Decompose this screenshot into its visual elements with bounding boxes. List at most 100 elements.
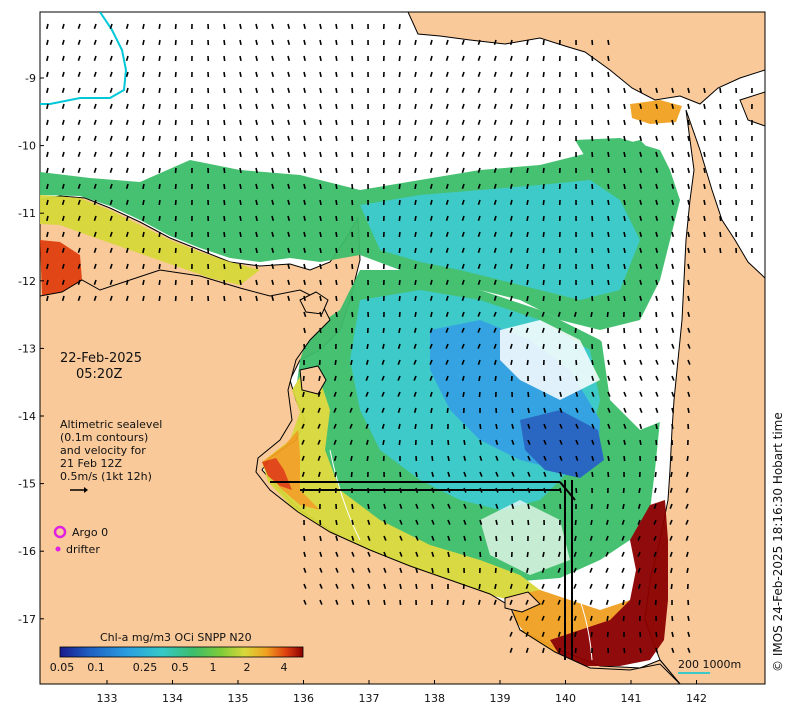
velocity-arrow <box>509 167 513 174</box>
velocity-arrow <box>93 55 97 61</box>
x-tick-label: 140 <box>555 692 576 705</box>
velocity-arrow <box>142 119 145 126</box>
chl-ne-patch-green <box>575 138 670 176</box>
velocity-arrow <box>526 87 529 94</box>
velocity-arrow <box>318 375 321 382</box>
velocity-arrow <box>142 151 145 158</box>
velocity-arrow <box>542 119 545 126</box>
velocity-arrow <box>429 39 433 46</box>
velocity-arrow <box>125 295 129 302</box>
velocity-arrow <box>397 343 401 350</box>
velocity-arrow <box>109 103 113 110</box>
velocity-arrow <box>77 199 81 205</box>
velocity-arrow <box>623 103 626 110</box>
velocity-arrow <box>414 279 417 286</box>
velocity-arrow <box>109 295 113 302</box>
velocity-arrow <box>319 231 322 238</box>
velocity-arrow <box>429 295 433 302</box>
velocity-arrow <box>414 263 417 270</box>
velocity-arrow <box>366 343 369 350</box>
x-tick-label: 133 <box>97 692 118 705</box>
velocity-arrow <box>461 343 465 349</box>
velocity-arrow <box>461 215 465 221</box>
velocity-arrow <box>607 135 610 142</box>
velocity-arrow <box>365 407 369 413</box>
velocity-arrow <box>479 439 482 445</box>
velocity-arrow <box>671 135 675 142</box>
velocity-arrow <box>509 615 513 621</box>
velocity-arrow <box>317 439 321 445</box>
colorbar-gradient <box>59 646 304 658</box>
velocity-arrow <box>77 231 81 237</box>
velocity-arrow <box>637 535 641 541</box>
velocity-arrow <box>607 231 610 238</box>
velocity-arrow <box>223 263 226 270</box>
velocity-arrow <box>93 23 97 29</box>
velocity-arrow <box>174 263 177 270</box>
velocity-arrow <box>302 503 305 510</box>
velocity-arrow <box>287 135 291 142</box>
velocity-arrow <box>655 167 659 174</box>
velocity-arrow <box>367 567 371 573</box>
velocity-arrow <box>429 87 433 94</box>
velocity-arrow <box>398 263 401 270</box>
velocity-arrow <box>623 407 627 413</box>
velocity-arrow <box>719 247 722 254</box>
velocity-arrow <box>639 119 643 126</box>
velocity-arrow <box>445 71 449 78</box>
velocity-arrow <box>573 311 577 318</box>
velocity-arrow <box>303 55 306 61</box>
velocity-arrow <box>142 71 145 78</box>
velocity-arrow <box>93 199 97 205</box>
velocity-arrow <box>125 199 129 206</box>
velocity-arrow <box>174 103 177 110</box>
velocity-arrow <box>319 247 322 254</box>
velocity-arrow <box>607 423 611 429</box>
velocity-arrow <box>623 439 626 445</box>
velocity-arrow <box>447 567 450 574</box>
velocity-arrow <box>430 311 433 318</box>
velocity-arrow <box>445 231 449 238</box>
velocity-arrow <box>542 167 545 174</box>
velocity-arrow <box>525 647 529 654</box>
velocity-arrow <box>366 455 369 462</box>
velocity-arrow <box>655 359 659 365</box>
velocity-arrow <box>333 439 337 445</box>
velocity-arrow <box>303 135 306 141</box>
velocity-arrow <box>526 167 529 174</box>
velocity-arrow <box>77 23 81 29</box>
velocity-arrow <box>381 359 385 365</box>
velocity-arrow <box>477 183 481 189</box>
velocity-arrow <box>223 103 226 110</box>
velocity-arrow <box>333 423 337 429</box>
velocity-arrow <box>174 23 177 30</box>
velocity-arrow <box>174 279 177 286</box>
velocity-arrow <box>158 87 161 94</box>
velocity-arrow <box>223 231 226 238</box>
velocity-arrow <box>653 567 657 574</box>
velocity-arrow <box>479 551 482 558</box>
velocity-arrow <box>541 631 545 637</box>
velocity-arrow <box>493 103 497 110</box>
velocity-arrow <box>61 71 65 78</box>
velocity-arrow <box>542 295 545 302</box>
velocity-arrow <box>431 519 435 525</box>
velocity-arrow <box>591 455 595 462</box>
velocity-arrow <box>239 231 242 238</box>
colorbar-tick-label: 2 <box>244 661 251 674</box>
velocity-arrow <box>461 87 465 93</box>
velocity-arrow <box>591 391 595 397</box>
velocity-arrow <box>399 567 403 573</box>
velocity-arrow <box>271 55 275 62</box>
velocity-arrow <box>351 183 354 190</box>
velocity-arrow <box>655 135 659 142</box>
velocity-arrow <box>333 391 337 397</box>
velocity-arrow <box>414 199 417 206</box>
velocity-arrow <box>639 263 643 270</box>
velocity-arrow <box>431 567 434 574</box>
velocity-arrow <box>351 199 354 206</box>
velocity-arrow <box>46 87 49 94</box>
velocity-arrow <box>46 151 49 158</box>
velocity-arrow <box>557 567 561 573</box>
velocity-arrow <box>351 87 354 94</box>
